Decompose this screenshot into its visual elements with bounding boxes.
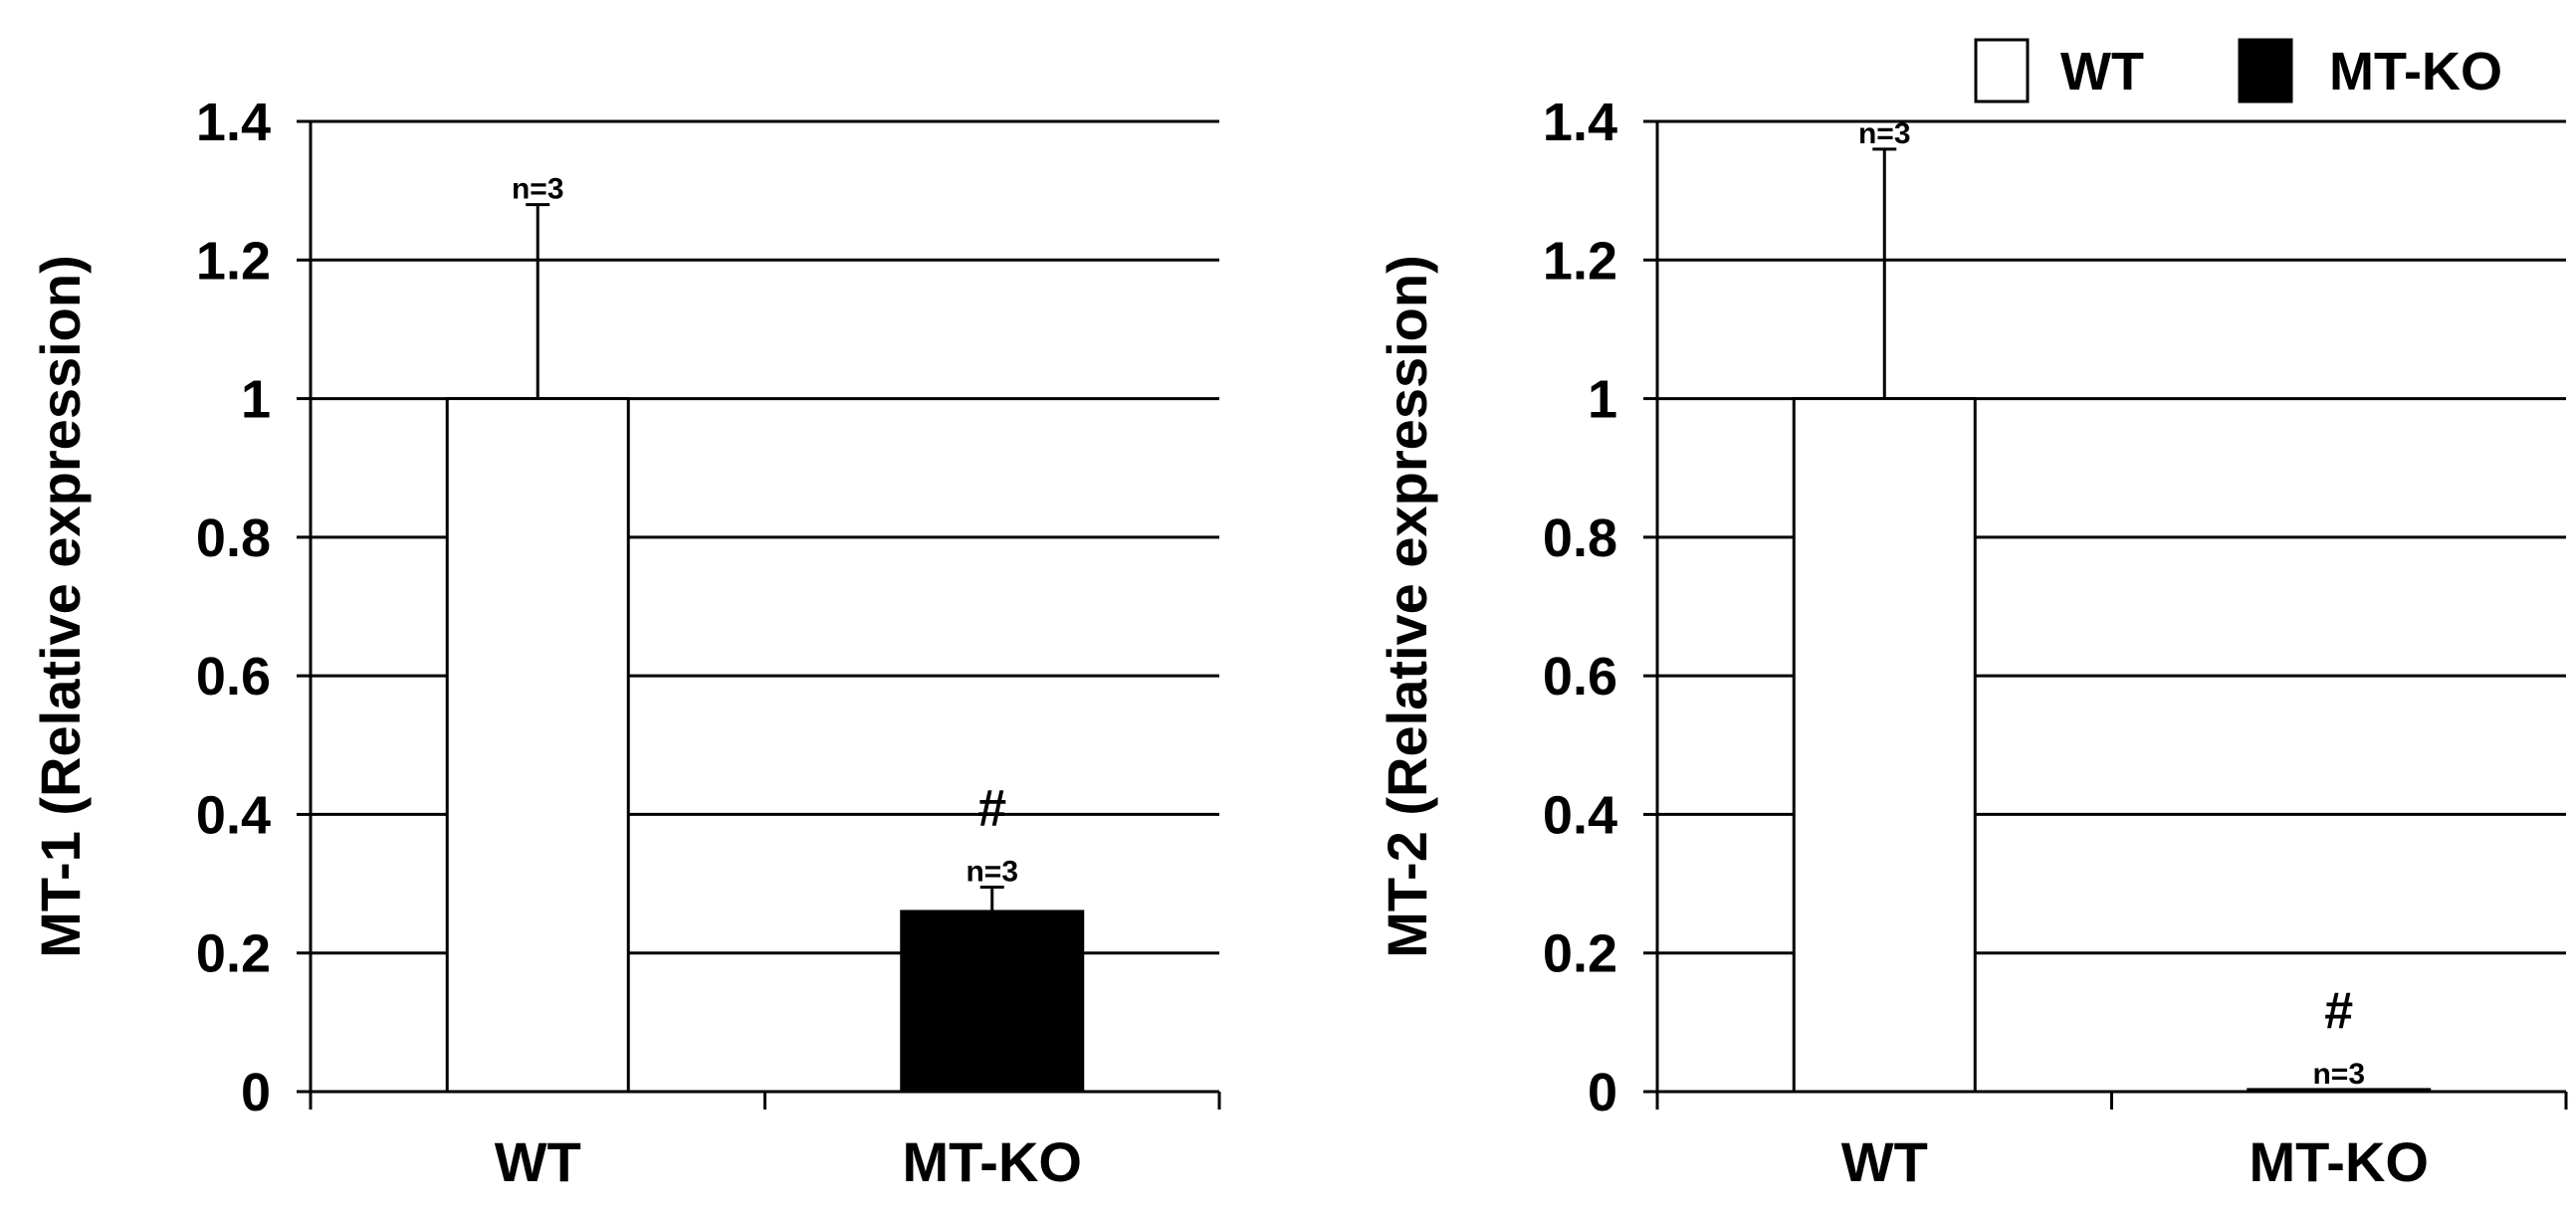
y-tick-label: 0.8 <box>196 508 271 568</box>
y-axis-label: MT-1 (Relative expression) <box>29 255 92 957</box>
n-label: n=3 <box>2312 1058 2365 1091</box>
y-tick-label: 1.4 <box>1543 93 1617 152</box>
bar-mt-ko <box>2247 1088 2432 1094</box>
x-tick-label: MT-KO <box>903 1130 1082 1193</box>
legend-swatch-mt-ko <box>2238 38 2293 103</box>
y-tick-label: 0.2 <box>1543 924 1617 984</box>
bar-mt-ko <box>900 910 1085 1094</box>
legend-label-wt: WT <box>2060 42 2144 102</box>
y-tick-label: 0.6 <box>1543 647 1617 707</box>
x-tick-label: WT <box>1841 1130 1928 1193</box>
y-tick-label: 0.2 <box>196 924 271 984</box>
y-tick-label: 0.4 <box>1543 785 1617 845</box>
n-label: n=3 <box>1858 117 1911 150</box>
y-tick-label: 1 <box>1588 370 1617 430</box>
significance-mark: # <box>2324 982 2353 1040</box>
legend-swatch-wt <box>1974 38 2030 103</box>
y-tick-label: 1.4 <box>196 93 271 152</box>
legend: WT MT-KO <box>1974 38 2502 103</box>
y-tick-label: 0.6 <box>196 647 271 707</box>
x-tick-label: WT <box>495 1130 581 1193</box>
y-tick-label: 1.2 <box>196 231 271 291</box>
n-label: n=3 <box>512 173 564 206</box>
panel-mt2: 0 0.2 0.4 0.6 0.8 1 1.2 1.4 MT-2 (Relative expre… <box>1376 93 2568 1193</box>
y-tick-label: 1 <box>241 370 271 430</box>
y-axis-label: MT-2 (Relative expression) <box>1376 255 1438 957</box>
y-tick-label: 0.4 <box>196 785 271 845</box>
n-label: n=3 <box>966 856 1018 889</box>
panel-mt1: 0 0.2 0.4 0.6 0.8 1 1.2 1.4 MT-1 (Relative expre… <box>29 93 1221 1193</box>
y-tick-label: 1.2 <box>1543 231 1617 291</box>
bar-wt <box>1792 397 1977 1094</box>
y-tick-label: 0 <box>241 1063 271 1122</box>
bar-wt <box>445 397 630 1094</box>
x-tick-label: MT-KO <box>2250 1130 2429 1193</box>
y-tick-label: 0.8 <box>1543 508 1617 568</box>
legend-label-mt-ko: MT-KO <box>2329 42 2502 102</box>
y-tick-label: 0 <box>1588 1063 1617 1122</box>
significance-mark: # <box>977 780 1006 838</box>
